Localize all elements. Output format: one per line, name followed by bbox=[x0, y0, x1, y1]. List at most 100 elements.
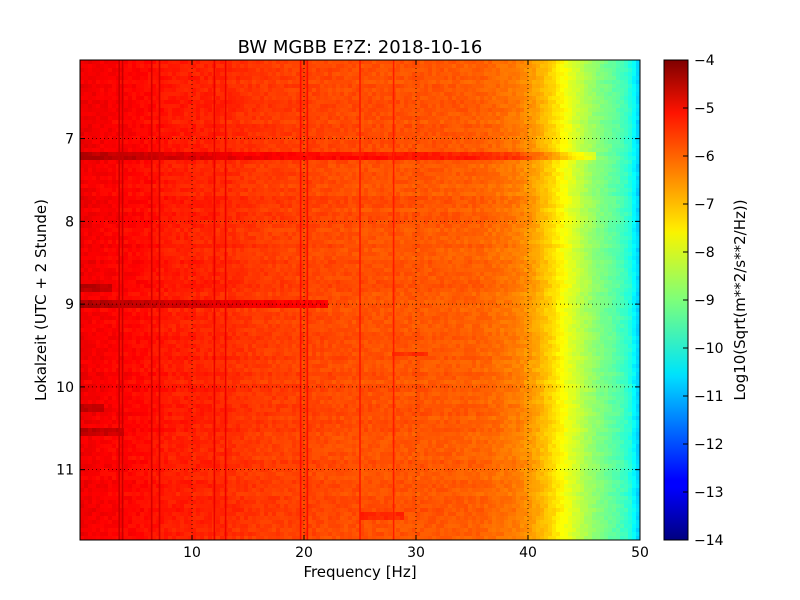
spectrogram-cell bbox=[472, 72, 477, 77]
spectrogram-cell bbox=[248, 124, 253, 129]
spectrogram-cell bbox=[628, 188, 633, 193]
spectrogram-cell bbox=[152, 156, 157, 161]
spectrogram-cell bbox=[388, 92, 393, 97]
spectrogram-cell bbox=[312, 180, 317, 185]
spectrogram-cell bbox=[96, 148, 101, 153]
spectrogram-cell bbox=[620, 180, 625, 185]
spectrogram-cell bbox=[408, 60, 413, 65]
spectrogram-cell bbox=[452, 112, 457, 117]
spectrogram-cell bbox=[364, 144, 369, 149]
spectrogram-cell bbox=[344, 200, 349, 205]
spectrogram-cell bbox=[200, 176, 205, 181]
spectrogram-cell bbox=[168, 136, 173, 141]
spectrogram-cell bbox=[440, 120, 445, 125]
spectrogram-cell bbox=[380, 80, 385, 85]
spectrogram-cell bbox=[288, 192, 293, 197]
spectrogram-cell bbox=[136, 176, 141, 181]
spectrogram-cell bbox=[600, 136, 605, 141]
spectrogram-cell bbox=[312, 116, 317, 121]
spectrogram-cell bbox=[624, 156, 629, 161]
spectrogram-cell bbox=[272, 88, 277, 93]
spectrogram-cell bbox=[464, 120, 469, 125]
spectrogram-cell bbox=[260, 172, 265, 177]
spectrogram-cell bbox=[488, 76, 493, 81]
spectrogram-cell bbox=[448, 96, 453, 101]
spectrogram-cell bbox=[404, 176, 409, 181]
spectrogram-cell bbox=[148, 120, 153, 125]
spectrogram-cell bbox=[144, 184, 149, 189]
spectrogram-cell bbox=[604, 116, 609, 121]
spectrogram-cell bbox=[172, 112, 177, 117]
spectrogram-cell bbox=[324, 124, 329, 129]
spectrogram-cell bbox=[188, 108, 193, 113]
spectrogram-cell bbox=[456, 156, 461, 161]
spectrogram-cell bbox=[408, 112, 413, 117]
spectrogram-cell bbox=[104, 92, 109, 97]
spectrogram-cell bbox=[348, 172, 353, 177]
spectrogram-cell bbox=[160, 180, 165, 185]
spectrogram-cell bbox=[568, 64, 573, 69]
spectrogram-cell bbox=[440, 152, 445, 157]
spectrogram-cell bbox=[564, 132, 569, 137]
spectrogram-cell bbox=[424, 68, 429, 73]
spectrogram-cell bbox=[272, 172, 277, 177]
spectrogram-cell bbox=[492, 128, 497, 133]
spectrogram-cell bbox=[108, 176, 113, 181]
spectrogram-cell bbox=[444, 168, 449, 173]
spectrogram-cell bbox=[456, 96, 461, 101]
spectrogram-cell bbox=[600, 156, 605, 161]
spectrogram-cell bbox=[328, 160, 333, 165]
spectrogram-cell bbox=[560, 196, 565, 201]
spectrogram-cell bbox=[208, 84, 213, 89]
spectrogram-cell bbox=[156, 144, 161, 149]
spectrogram-cell bbox=[116, 112, 121, 117]
spectrogram-cell bbox=[368, 200, 373, 205]
spectrogram-cell bbox=[268, 136, 273, 141]
spectrogram-cell bbox=[524, 180, 529, 185]
spectrogram-cell bbox=[580, 72, 585, 77]
spectrogram-cell bbox=[380, 104, 385, 109]
spectrogram-cell bbox=[244, 76, 249, 81]
spectrogram-cell bbox=[136, 136, 141, 141]
spectrogram-cell bbox=[84, 168, 89, 173]
spectrogram-cell bbox=[104, 184, 109, 189]
spectrogram-cell bbox=[540, 108, 545, 113]
spectrogram-cell bbox=[424, 96, 429, 101]
spectrogram-cell bbox=[604, 136, 609, 141]
spectrogram-cell bbox=[172, 60, 177, 65]
spectrogram-cell bbox=[400, 160, 405, 165]
spectrogram-cell bbox=[244, 96, 249, 101]
spectrogram-cell bbox=[380, 188, 385, 193]
spectrogram-cell bbox=[352, 184, 357, 189]
spectrogram-cell bbox=[620, 116, 625, 121]
spectrogram-cell bbox=[476, 96, 481, 101]
spectrogram-cell bbox=[396, 124, 401, 129]
spectrogram-cell bbox=[592, 64, 597, 69]
spectrogram-cell bbox=[580, 76, 585, 81]
spectrogram-cell bbox=[300, 188, 305, 193]
spectrogram-cell bbox=[388, 112, 393, 117]
spectrogram-cell bbox=[328, 124, 333, 129]
spectrogram-cell bbox=[480, 132, 485, 137]
spectrogram-cell bbox=[304, 96, 309, 101]
spectrogram-cell bbox=[208, 80, 213, 85]
spectrogram-cell bbox=[280, 92, 285, 97]
spectrogram-cell bbox=[188, 168, 193, 173]
spectrogram-cell bbox=[468, 120, 473, 125]
spectrogram-cell bbox=[412, 132, 417, 137]
spectrogram-cell bbox=[124, 152, 129, 157]
spectrogram-cell bbox=[236, 200, 241, 205]
spectrogram-cell bbox=[440, 92, 445, 97]
spectrogram-cell bbox=[604, 72, 609, 77]
spectrogram-cell bbox=[188, 136, 193, 141]
spectrogram-cell bbox=[100, 136, 105, 141]
spectrogram-cell bbox=[248, 112, 253, 117]
spectrogram-cell bbox=[80, 188, 85, 193]
spectrogram-cell bbox=[208, 152, 213, 157]
spectrogram-cell bbox=[316, 192, 321, 197]
spectrogram-cell bbox=[512, 116, 517, 121]
spectrogram-cell bbox=[492, 76, 497, 81]
spectrogram-cell bbox=[176, 172, 181, 177]
spectrogram-cell bbox=[628, 180, 633, 185]
spectrogram-cell bbox=[252, 136, 257, 141]
